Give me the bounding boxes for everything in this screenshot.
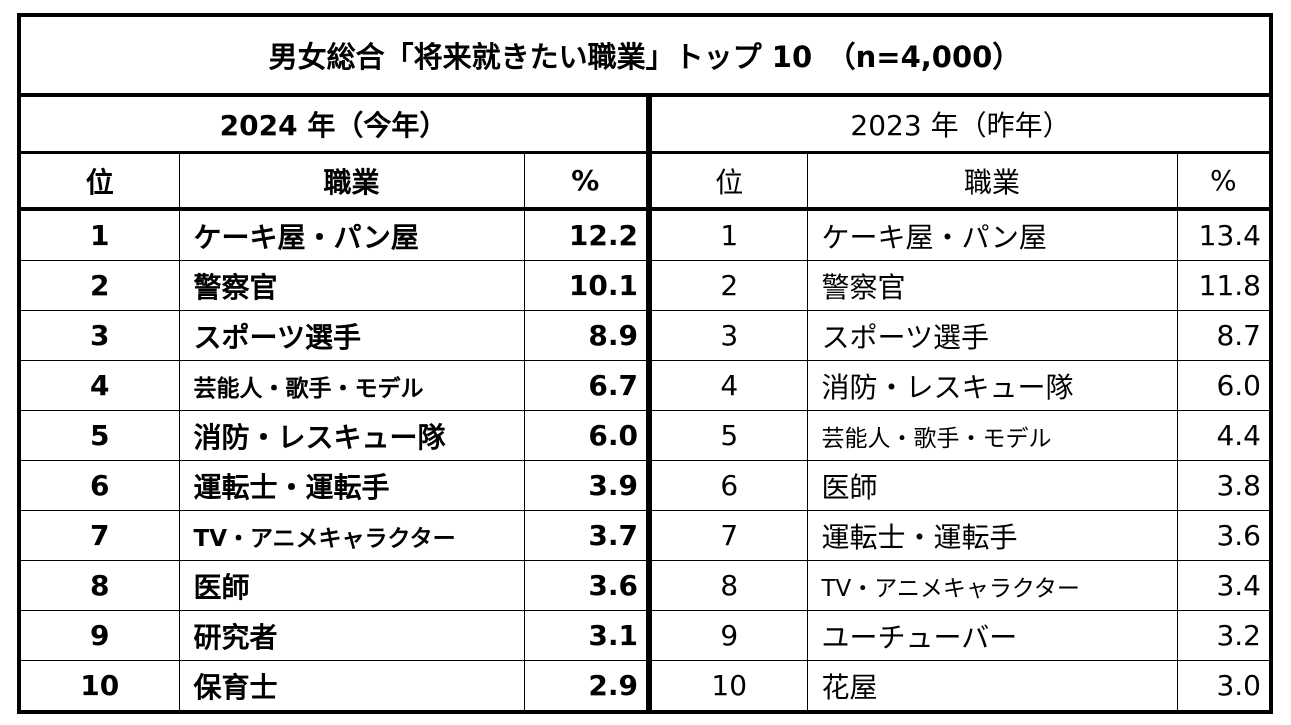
table-row: 8 TV・アニメキャラクター 3.4 [652, 560, 1269, 611]
percent-cell: 3.9 [523, 460, 647, 511]
rank-cell: 6 [21, 460, 180, 511]
job-cell: スポーツ選手 [178, 310, 525, 361]
rank-cell: 2 [21, 260, 180, 311]
rank-cell: 5 [652, 410, 808, 461]
percent-cell: 6.0 [1176, 360, 1269, 411]
table-row: 10 花屋 3.0 [652, 660, 1269, 710]
header-job: 職業 [806, 152, 1178, 211]
rank-cell: 7 [652, 510, 808, 561]
ranking-table-frame: 男女総合「将来就きたい職業」トップ 10 （n=4,000） 2024 年（今年… [17, 13, 1273, 714]
rank-cell: 4 [652, 360, 808, 411]
percent-cell: 10.1 [523, 260, 647, 311]
header-rank: 位 [652, 152, 808, 211]
percent-cell: 3.7 [523, 510, 647, 561]
header-pct: % [523, 152, 647, 211]
header-pct: % [1176, 152, 1269, 211]
job-cell: 運転士・運転手 [178, 460, 525, 511]
rank-cell: 5 [21, 410, 180, 461]
table-row: 9 研究者 3.1 [21, 610, 647, 661]
table-row: 1 ケーキ屋・パン屋 13.4 [652, 208, 1269, 261]
job-cell: 芸能人・歌手・モデル [178, 360, 525, 411]
percent-cell: 3.8 [1176, 460, 1269, 511]
job-cell: ユーチューバー [806, 610, 1178, 661]
table-row: 5 芸能人・歌手・モデル 4.4 [652, 410, 1269, 461]
percent-cell: 3.6 [523, 560, 647, 611]
percent-cell: 4.4 [1176, 410, 1269, 461]
table-row: 10 保育士 2.9 [21, 660, 647, 710]
rank-cell: 6 [652, 460, 808, 511]
table-title: 男女総合「将来就きたい職業」トップ 10 （n=4,000） [21, 17, 1269, 97]
rank-cell: 7 [21, 510, 180, 561]
table-row: 7 運転士・運転手 3.6 [652, 510, 1269, 561]
job-cell: 医師 [806, 460, 1178, 511]
percent-cell: 3.0 [1176, 660, 1269, 710]
rank-cell: 4 [21, 360, 180, 411]
percent-cell: 3.4 [1176, 560, 1269, 611]
year-label-2024: 2024 年（今年） [21, 97, 647, 154]
table-row: 2 警察官 11.8 [652, 260, 1269, 311]
table-row: 1 ケーキ屋・パン屋 12.2 [21, 208, 647, 261]
percent-cell: 3.1 [523, 610, 647, 661]
rank-cell: 2 [652, 260, 808, 311]
percent-cell: 8.7 [1176, 310, 1269, 361]
rank-cell: 9 [652, 610, 808, 661]
job-cell: 花屋 [806, 660, 1178, 710]
percent-cell: 6.7 [523, 360, 647, 411]
table-row: 6 運転士・運転手 3.9 [21, 460, 647, 511]
job-cell: 警察官 [178, 260, 525, 311]
table-row: 4 消防・レスキュー隊 6.0 [652, 360, 1269, 411]
table-row: 4 芸能人・歌手・モデル 6.7 [21, 360, 647, 411]
table-row: 6 医師 3.8 [652, 460, 1269, 511]
header-rank: 位 [21, 152, 180, 211]
job-cell: ケーキ屋・パン屋 [178, 208, 525, 261]
table-row: 2 警察官 10.1 [21, 260, 647, 311]
job-cell: 医師 [178, 560, 525, 611]
rank-cell: 8 [21, 560, 180, 611]
percent-cell: 13.4 [1176, 208, 1269, 261]
year-label-2023: 2023 年（昨年） [652, 97, 1269, 154]
rank-cell: 3 [652, 310, 808, 361]
percent-cell: 2.9 [523, 660, 647, 710]
table-row: 8 医師 3.6 [21, 560, 647, 611]
table-row: 5 消防・レスキュー隊 6.0 [21, 410, 647, 461]
job-cell: ケーキ屋・パン屋 [806, 208, 1178, 261]
percent-cell: 3.2 [1176, 610, 1269, 661]
percent-cell: 12.2 [523, 208, 647, 261]
table-row: 3 スポーツ選手 8.7 [652, 310, 1269, 361]
rank-cell: 1 [21, 208, 180, 261]
job-cell: 消防・レスキュー隊 [806, 360, 1178, 411]
job-cell: スポーツ選手 [806, 310, 1178, 361]
table-row: 9 ユーチューバー 3.2 [652, 610, 1269, 661]
center-divider [646, 97, 652, 710]
job-cell: TV・アニメキャラクター [806, 560, 1178, 611]
header-job: 職業 [178, 152, 525, 211]
percent-cell: 3.6 [1176, 510, 1269, 561]
job-cell: 芸能人・歌手・モデル [806, 410, 1178, 461]
job-cell: 警察官 [806, 260, 1178, 311]
job-cell: 運転士・運転手 [806, 510, 1178, 561]
rank-cell: 3 [21, 310, 180, 361]
rank-cell: 1 [652, 208, 808, 261]
rank-cell: 9 [21, 610, 180, 661]
percent-cell: 6.0 [523, 410, 647, 461]
table-row: 3 スポーツ選手 8.9 [21, 310, 647, 361]
job-cell: TV・アニメキャラクター [178, 510, 525, 561]
table-2024: 2024 年（今年） 位 職業 % 1 ケーキ屋・パン屋 12.2 2 警察官 10.1 3… [21, 97, 647, 710]
job-cell: 研究者 [178, 610, 525, 661]
percent-cell: 8.9 [523, 310, 647, 361]
job-cell: 消防・レスキュー隊 [178, 410, 525, 461]
table-2023: 2023 年（昨年） 位 職業 % 1 ケーキ屋・パン屋 13.4 2 警察官 11.8 3… [652, 97, 1269, 710]
rank-cell: 10 [21, 660, 180, 710]
table-row: 7 TV・アニメキャラクター 3.7 [21, 510, 647, 561]
rank-cell: 10 [652, 660, 808, 710]
job-cell: 保育士 [178, 660, 525, 710]
percent-cell: 11.8 [1176, 260, 1269, 311]
rank-cell: 8 [652, 560, 808, 611]
